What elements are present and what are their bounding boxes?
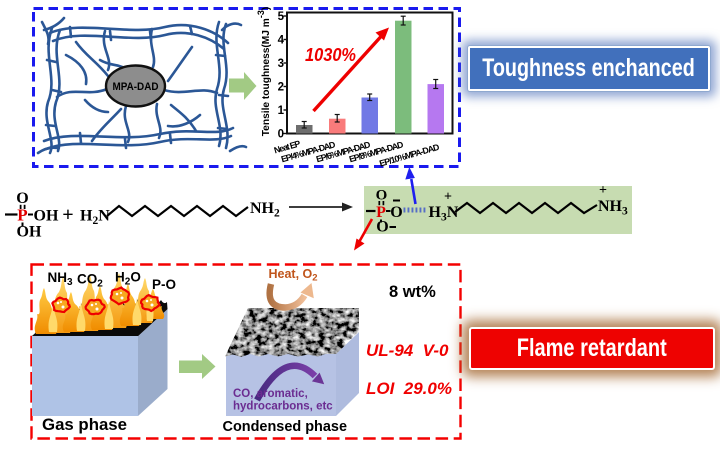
- svg-text:O: O: [16, 190, 28, 207]
- svg-text:P: P: [376, 204, 386, 221]
- svg-text:4: 4: [278, 35, 285, 47]
- svg-text:O: O: [376, 219, 388, 236]
- svg-text:H2N: H2N: [80, 208, 110, 228]
- svg-text:P: P: [17, 206, 27, 225]
- svg-text:Heat, O2: Heat, O2: [269, 267, 318, 284]
- svg-text:LOI 29.0%: LOI 29.0%: [366, 379, 452, 398]
- svg-text:H2O: H2O: [115, 270, 141, 288]
- svg-text:H3N: H3N: [429, 204, 459, 224]
- svg-text:MPA-DAD: MPA-DAD: [113, 81, 159, 93]
- svg-text:P-O: P-O: [152, 277, 176, 292]
- svg-text:0: 0: [278, 129, 284, 141]
- svg-text:OH: OH: [34, 208, 59, 225]
- svg-text:3: 3: [278, 58, 284, 70]
- svg-text:Condensed phase: Condensed phase: [223, 419, 348, 435]
- svg-text:+: +: [599, 183, 607, 198]
- svg-text:hydrocarbons, etc: hydrocarbons, etc: [233, 401, 333, 413]
- svg-text:+: +: [62, 204, 73, 226]
- svg-text:NH2: NH2: [250, 200, 280, 220]
- svg-text:Gas phase: Gas phase: [42, 416, 127, 434]
- svg-text:O: O: [390, 204, 402, 221]
- svg-text:5: 5: [278, 11, 285, 23]
- svg-text:2: 2: [278, 82, 284, 94]
- svg-text:CO, aromatic,: CO, aromatic,: [233, 388, 308, 400]
- svg-text:+: +: [444, 190, 452, 205]
- svg-text:OH: OH: [17, 224, 42, 241]
- svg-text:CO2: CO2: [77, 272, 103, 290]
- svg-text:NH3: NH3: [598, 198, 628, 218]
- svg-text:Tensile toughness(MJ m-3): Tensile toughness(MJ m-3): [256, 7, 272, 137]
- svg-text:1030%: 1030%: [305, 44, 356, 65]
- svg-text:UL-94 V-0: UL-94 V-0: [366, 341, 449, 360]
- svg-text:NH3: NH3: [48, 270, 74, 288]
- svg-text:8 wt%: 8 wt%: [389, 283, 436, 301]
- svg-text:O: O: [376, 188, 388, 204]
- svg-text:1: 1: [278, 105, 285, 117]
